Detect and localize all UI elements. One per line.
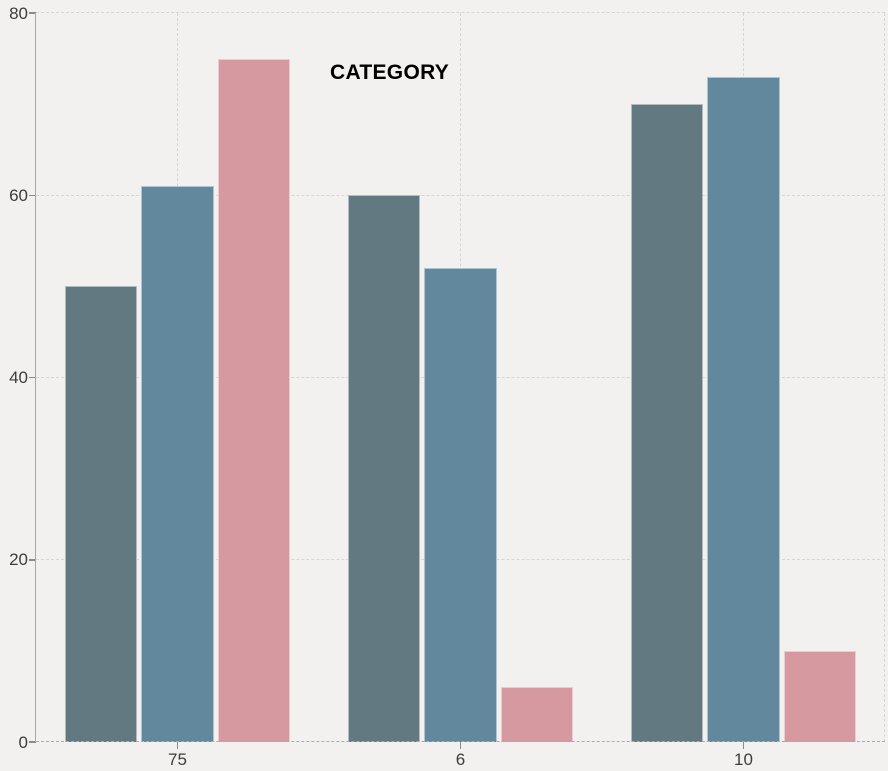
bar-series-dusty-pink-6 — [500, 687, 574, 742]
bar-series-dark-slate-75 — [64, 286, 138, 742]
y-gridline — [36, 12, 885, 14]
y-tick — [29, 741, 36, 743]
chart-title: CATEGORY — [330, 61, 450, 84]
y-tick-label: 40 — [9, 368, 28, 387]
bar-series-steel-blue-10 — [707, 76, 780, 742]
bar-series-dusty-pink-10 — [783, 650, 857, 742]
x-axis-baseline — [36, 741, 885, 743]
x-tick — [176, 742, 179, 749]
x-tick — [742, 742, 745, 749]
y-tick-label: 80 — [9, 3, 28, 23]
x-tick — [459, 742, 462, 749]
bar-series-steel-blue-75 — [141, 186, 214, 742]
bar-series-steel-blue-6 — [424, 268, 497, 742]
y-tick-label: 60 — [9, 185, 28, 205]
y-tick-label: 0 — [18, 732, 28, 752]
x-gridline — [884, 13, 886, 742]
y-tick — [29, 376, 36, 379]
x-tick-label: 6 — [455, 750, 466, 769]
y-tick — [29, 194, 36, 196]
bar-series-dark-slate-6 — [347, 195, 421, 742]
bar-series-dusty-pink-75 — [217, 58, 291, 742]
x-tick-label: 10 — [734, 750, 753, 769]
y-tick-label: 20 — [9, 550, 28, 570]
y-tick — [29, 559, 36, 561]
x-tick-label: 75 — [168, 750, 187, 769]
y-axis-spine — [34, 13, 36, 742]
bar-series-dark-slate-10 — [630, 104, 704, 742]
y-tick — [29, 12, 36, 14]
